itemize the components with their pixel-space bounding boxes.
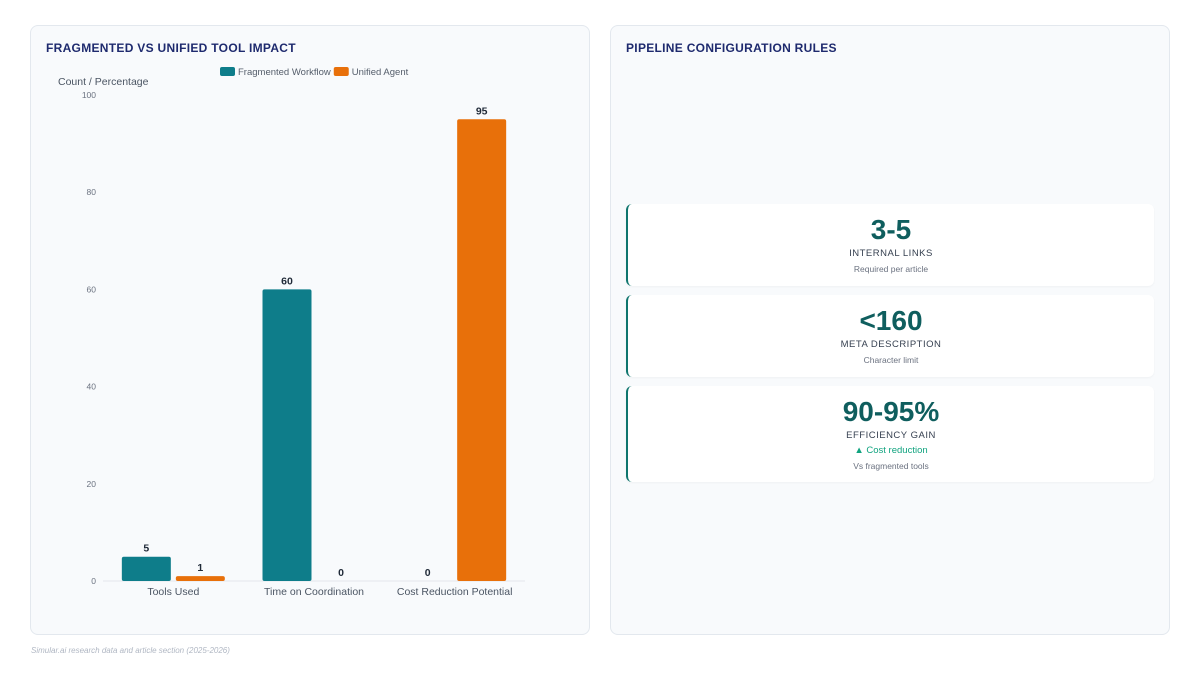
data-label: 0 — [425, 567, 431, 579]
kpi-card-internal-links: 3-5 INTERNAL LINKS Required per article — [626, 204, 1154, 286]
y-tick-label: 100 — [82, 90, 96, 100]
bar — [262, 289, 312, 581]
data-label: 95 — [476, 105, 488, 117]
x-tick-label: Cost Reduction Potential — [397, 586, 513, 598]
kpi-value: <160 — [859, 305, 923, 336]
x-tick-label: Tools Used — [147, 586, 199, 598]
bar — [457, 119, 507, 582]
bar — [175, 576, 225, 581]
y-tick-label: 80 — [87, 187, 97, 197]
y-axis-label: Count / Percentage — [58, 76, 149, 88]
legend-swatch — [333, 67, 349, 76]
kpi-label: META DESCRIPTION — [840, 339, 942, 350]
kpi-trend: ▲ Cost reduction — [854, 445, 928, 456]
y-tick-label: 60 — [87, 284, 97, 294]
y-tick-label: 40 — [87, 382, 97, 392]
kpi-card-meta-description: <160 META DESCRIPTION Character limit — [626, 295, 1154, 377]
legend-swatch — [220, 67, 235, 76]
data-label: 1 — [197, 562, 203, 574]
data-label: 5 — [143, 543, 149, 555]
chart-title: FRAGMENTED VS UNIFIED TOOL IMPACT — [46, 41, 296, 55]
bar — [121, 556, 171, 581]
kpi-label: EFFICIENCY GAIN — [846, 430, 936, 441]
data-label: 0 — [338, 567, 344, 579]
kpi-value: 3-5 — [870, 214, 912, 245]
kpi-label: INTERNAL LINKS — [849, 248, 933, 259]
legend-label: Fragmented Workflow — [238, 67, 331, 78]
y-tick-label: 20 — [87, 479, 97, 489]
source-footnote: Simular.ai research data and article sec… — [31, 646, 230, 655]
rules-panel: PIPELINE CONFIGURATION RULES 3-5 INTERNA… — [610, 25, 1170, 635]
chart-panel: Count / Percentage 0 20 40 60 80 100 Tools Used… — [30, 25, 590, 635]
kpi-subtext: Required per article — [853, 264, 929, 274]
y-tick-label: 0 — [91, 576, 96, 586]
kpi-subtext: Character limit — [863, 355, 919, 365]
x-tick-label: Time on Coordination — [264, 586, 364, 598]
data-label: 60 — [281, 275, 293, 287]
legend-label: Unified Agent — [352, 67, 409, 78]
kpi-value: 90-95% — [842, 396, 940, 427]
rules-title: PIPELINE CONFIGURATION RULES — [626, 41, 837, 55]
kpi-card-efficiency-gain: 90-95% EFFICIENCY GAIN ▲ Cost reduction … — [626, 386, 1154, 482]
kpi-subtext: Vs fragmented tools — [853, 461, 929, 471]
